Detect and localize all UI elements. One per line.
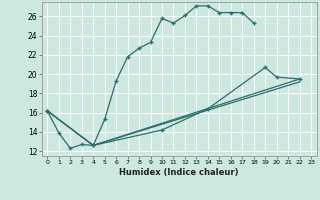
- X-axis label: Humidex (Indice chaleur): Humidex (Indice chaleur): [119, 168, 239, 177]
